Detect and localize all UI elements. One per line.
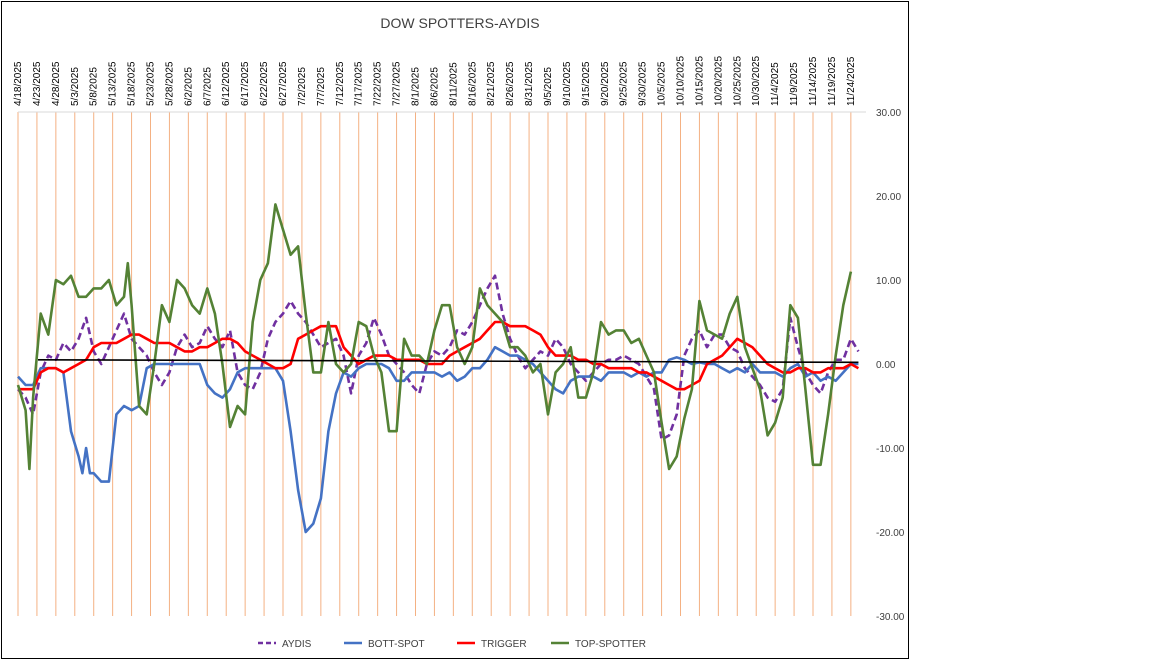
y-axis-tick-labels: 30.00 20.00 10.00 0.00 -10.00 -20.00 -30.00 — [876, 108, 905, 623]
x-tick-label: 6/17/2025 — [240, 61, 251, 106]
y-tick-label: -10.00 — [876, 444, 905, 455]
x-tick-label: 8/21/2025 — [486, 61, 497, 106]
legend-label: TOP-SPOTTER — [575, 639, 646, 650]
x-tick-label: 7/7/2025 — [316, 67, 327, 106]
legend: AYDIS BOTT-SPOT TRIGGER TOP-SPOTTER — [258, 639, 646, 650]
x-tick-label: 10/20/2025 — [713, 56, 724, 106]
legend-label: AYDIS — [282, 639, 312, 650]
y-tick-label: 20.00 — [876, 192, 901, 203]
legend-label: BOTT-SPOT — [368, 639, 425, 650]
x-tick-label: 7/2/2025 — [297, 67, 308, 106]
x-tick-label: 4/18/2025 — [13, 61, 24, 106]
x-tick-label: 5/23/2025 — [146, 61, 157, 106]
x-tick-label: 5/8/2025 — [89, 67, 100, 106]
x-tick-label: 6/22/2025 — [259, 61, 270, 106]
x-tick-label: 8/16/2025 — [467, 61, 478, 106]
x-tick-label: 10/10/2025 — [676, 56, 687, 106]
legend-label: TRIGGER — [481, 639, 527, 650]
x-tick-label: 9/25/2025 — [619, 61, 630, 106]
x-tick-label: 9/10/2025 — [562, 61, 573, 106]
series-line-trigger — [18, 320, 860, 391]
x-tick-label: 8/11/2025 — [448, 62, 459, 106]
vertical-gridlines — [17, 112, 852, 616]
x-tick-label: 11/19/2025 — [827, 56, 838, 106]
x-tick-label: 6/12/2025 — [221, 61, 232, 106]
y-tick-label: -20.00 — [876, 528, 905, 539]
y-tick-label: 30.00 — [876, 108, 901, 119]
trendline — [37, 358, 859, 364]
x-tick-label: 5/3/2025 — [70, 67, 81, 106]
x-tick-label: 11/24/2025 — [846, 56, 857, 106]
series-line-bott-spot — [17, 345, 859, 534]
x-tick-label: 7/22/2025 — [373, 61, 384, 106]
x-tick-label: 8/6/2025 — [429, 67, 440, 106]
series-line-aydis — [17, 274, 860, 441]
x-tick-label: 11/14/2025 — [808, 56, 819, 106]
x-tick-label: 5/13/2025 — [108, 61, 119, 106]
x-tick-label: 7/17/2025 — [354, 61, 365, 106]
x-tick-label: 4/23/2025 — [32, 61, 43, 106]
x-tick-label: 11/4/2025 — [770, 62, 781, 106]
x-tick-label: 9/30/2025 — [638, 61, 649, 106]
x-tick-label: 5/28/2025 — [164, 61, 175, 106]
x-tick-label: 9/5/2025 — [543, 67, 554, 106]
x-tick-label: 8/26/2025 — [505, 61, 516, 106]
chart-title: DOW SPOTTERS-AYDIS — [380, 15, 539, 31]
series-line-top-spotter — [16, 203, 853, 471]
x-tick-label: 9/20/2025 — [600, 61, 611, 106]
x-tick-label: 10/15/2025 — [694, 56, 705, 106]
x-tick-label: 6/7/2025 — [202, 67, 213, 106]
x-tick-label: 6/2/2025 — [183, 67, 194, 106]
x-tick-label: 11/9/2025 — [789, 62, 800, 106]
x-tick-label: 9/15/2025 — [581, 61, 592, 106]
y-tick-label: 0.00 — [876, 360, 896, 371]
series-lines — [16, 203, 860, 534]
x-tick-label: 10/30/2025 — [751, 56, 762, 106]
x-tick-label: 10/25/2025 — [732, 56, 743, 106]
chart-area: DOW SPOTTERS-AYDIS 4/18/2025 4/23/2025 4/2… — [1, 1, 909, 659]
x-tick-label: 7/27/2025 — [392, 61, 403, 106]
y-tick-label: 10.00 — [876, 276, 901, 287]
x-tick-label: 4/28/2025 — [51, 61, 62, 106]
line-chart: DOW SPOTTERS-AYDIS 4/18/2025 4/23/2025 4/2… — [13, 15, 905, 650]
x-tick-label: 10/5/2025 — [657, 61, 668, 106]
x-tick-label: 7/12/2025 — [335, 61, 346, 106]
x-tick-label: 8/1/2025 — [411, 67, 422, 106]
x-axis-tick-labels: 4/18/2025 4/23/2025 4/28/2025 5/3/2025 5/8/2… — [13, 56, 857, 106]
x-tick-label: 6/27/2025 — [278, 61, 289, 106]
x-tick-label: 5/18/2025 — [127, 61, 138, 106]
x-tick-label: 8/31/2025 — [524, 61, 535, 106]
y-tick-label: -30.00 — [876, 612, 905, 623]
